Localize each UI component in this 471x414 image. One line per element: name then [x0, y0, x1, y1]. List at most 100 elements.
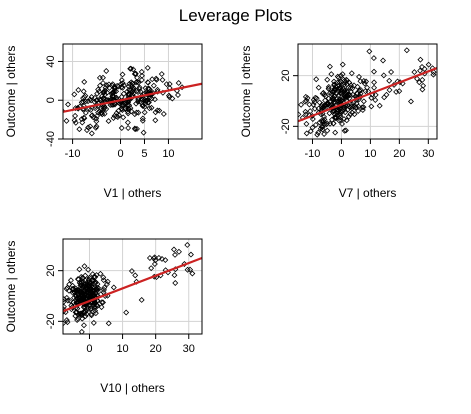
scatter-point	[189, 270, 196, 277]
scatter-point	[175, 248, 182, 255]
scatter-point	[344, 93, 351, 100]
scatter-point	[90, 319, 97, 326]
panel-2: -10 0 10 20 30 -20 20 V7 | others Outcome | othe…	[239, 43, 438, 200]
scatter-point	[334, 79, 341, 86]
scatter-point	[81, 263, 88, 270]
scatter-point	[92, 310, 99, 317]
scatter-point	[160, 110, 167, 117]
scatter-point	[335, 92, 342, 98]
point-group	[63, 64, 186, 139]
scatter-point	[63, 317, 70, 324]
scatter-point	[113, 88, 120, 95]
scatter-point	[417, 67, 424, 74]
scatter-point	[94, 281, 101, 288]
x-tick-label: 30	[422, 148, 434, 160]
scatter-point	[380, 72, 387, 79]
scatter-point	[93, 123, 100, 130]
scatter-point	[133, 100, 140, 107]
scatter-point	[334, 73, 341, 80]
scatter-point	[307, 108, 314, 115]
scatter-point	[126, 102, 133, 109]
scatter-point	[306, 101, 313, 108]
scatter-point	[346, 79, 353, 86]
scatter-point	[419, 76, 426, 83]
scatter-point	[127, 65, 134, 72]
y-tick-label: -40	[45, 131, 57, 147]
scatter-point	[302, 108, 309, 115]
scatter-point	[334, 110, 341, 117]
scatter-point	[342, 87, 348, 94]
scatter-point	[323, 121, 330, 128]
scatter-point	[113, 113, 120, 120]
scatter-point	[360, 77, 367, 84]
point-group	[298, 47, 437, 138]
scatter-point	[100, 286, 107, 293]
scatter-point	[349, 105, 355, 112]
scatter-point	[101, 103, 108, 110]
x-tick-label: 5	[141, 148, 147, 160]
scatter-point	[396, 88, 403, 95]
scatter-point	[153, 76, 160, 83]
scatter-point	[362, 88, 369, 95]
scatter-point	[90, 290, 97, 297]
scatter-point	[82, 272, 89, 279]
scatter-point	[329, 109, 336, 115]
scatter-point	[124, 119, 131, 126]
scatter-point	[96, 108, 103, 115]
scatter-point	[302, 111, 309, 118]
scatter-point	[124, 88, 131, 95]
scatter-point	[345, 84, 352, 91]
scatter-point	[100, 80, 106, 86]
scatter-point	[80, 88, 87, 95]
scatter-point	[72, 105, 79, 112]
scatter-point	[153, 75, 160, 82]
scatter-point	[98, 304, 105, 311]
scatter-point	[129, 80, 136, 87]
scatter-point	[339, 120, 346, 127]
scatter-point	[325, 83, 332, 90]
scatter-point	[430, 69, 437, 76]
x-axis-title: V7 | others	[339, 186, 397, 200]
scatter-point	[337, 72, 344, 79]
scatter-point	[130, 90, 137, 97]
scatter-point	[151, 96, 158, 103]
scatter-point	[74, 317, 81, 324]
scatter-point	[184, 266, 191, 273]
scatter-point	[81, 309, 88, 315]
scatter-point	[102, 91, 108, 98]
scatter-point	[337, 117, 344, 124]
scatter-point	[118, 125, 125, 131]
scatter-point	[383, 91, 390, 98]
scatter-point	[303, 130, 310, 137]
scatter-point	[340, 76, 347, 83]
scatter-point	[159, 255, 165, 262]
scatter-point	[338, 97, 345, 104]
scatter-point	[113, 110, 120, 117]
scatter-point	[151, 254, 158, 261]
scatter-point	[386, 77, 393, 84]
scatter-point	[88, 312, 95, 319]
scatter-point	[105, 118, 112, 125]
scatter-point	[120, 90, 127, 97]
scatter-point	[386, 87, 393, 93]
scatter-point	[88, 97, 95, 104]
x-tick-label: 0	[117, 148, 123, 160]
scatter-point	[94, 284, 101, 291]
scatter-point	[184, 242, 191, 248]
scatter-point	[417, 56, 424, 63]
scatter-point	[119, 71, 126, 78]
scatter-point	[344, 102, 351, 109]
scatter-point	[134, 74, 141, 81]
scatter-point	[80, 114, 87, 121]
scatter-point	[139, 102, 146, 109]
scatter-point	[337, 114, 344, 121]
scatter-point	[67, 138, 68, 139]
scatter-point	[92, 105, 99, 112]
scatter-point	[119, 80, 126, 87]
scatter-point	[146, 255, 153, 261]
scatter-point	[357, 90, 364, 97]
scatter-point	[89, 271, 96, 278]
scatter-point	[318, 123, 325, 130]
scatter-point	[67, 277, 74, 284]
